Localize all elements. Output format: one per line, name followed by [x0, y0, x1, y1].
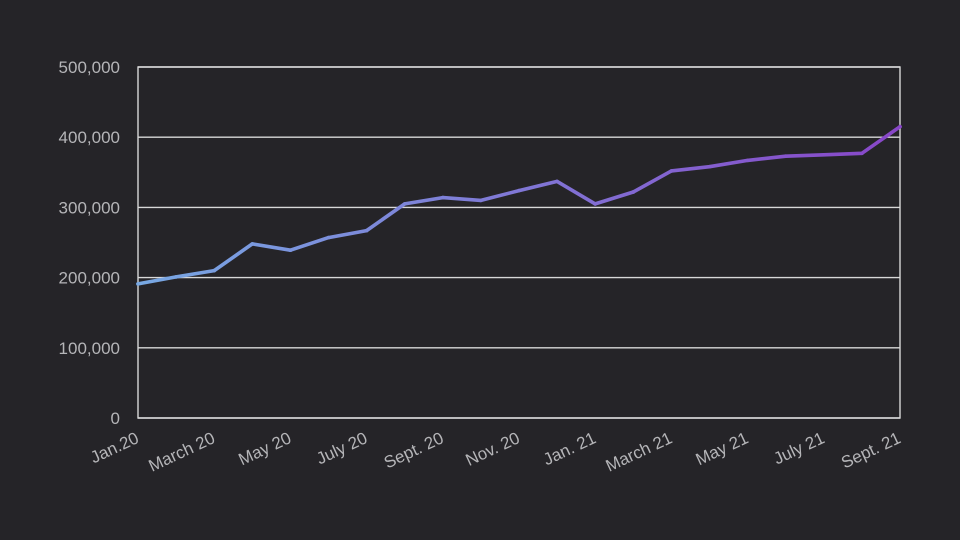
data-point: [250, 242, 255, 246]
data-point: [326, 235, 331, 240]
data-point: [631, 190, 636, 194]
y-tick-label: 200,000: [59, 269, 120, 288]
data-point: [555, 179, 559, 184]
x-tick-label: July 21: [771, 428, 828, 468]
data-point: [707, 164, 712, 169]
data-point: [517, 188, 521, 193]
y-tick-label: 300,000: [59, 198, 120, 217]
x-tick-label: July 20: [313, 428, 370, 468]
y-tick-label: 400,000: [59, 128, 120, 147]
data-point: [783, 154, 788, 158]
x-tick-label: Sept. 20: [381, 428, 446, 472]
data-point: [364, 228, 369, 233]
x-tick-label: May 20: [236, 428, 295, 469]
x-tick-label: Nov. 20: [463, 428, 523, 469]
x-tick-label: May 21: [693, 428, 752, 469]
data-point: [136, 282, 140, 286]
data-point: [479, 198, 483, 203]
data-point: [593, 202, 597, 206]
data-point: [860, 151, 864, 156]
data-points: [136, 124, 902, 286]
x-tick-label: March 20: [146, 428, 218, 475]
plot-frame: [137, 66, 901, 419]
x-axis-tick-labels: Jan.20 March 20 May 20 July 20 Sept. 20 Nov. …: [87, 428, 903, 475]
data-point: [898, 124, 902, 129]
y-tick-label: 100,000: [59, 339, 120, 358]
data-point: [174, 275, 178, 279]
y-axis-tick-labels: 0 100,000 200,000 300,000 400,000 500,000: [59, 58, 120, 428]
data-point: [745, 158, 750, 163]
x-tick-label: Jan.20: [87, 428, 141, 467]
data-point: [441, 195, 445, 200]
x-tick-label: March 21: [603, 428, 675, 475]
y-tick-label: 0: [111, 409, 120, 428]
y-tick-label: 500,000: [59, 58, 120, 77]
x-tick-label: Sept. 21: [838, 428, 903, 472]
data-point: [669, 169, 674, 173]
data-point: [402, 202, 407, 206]
x-tick-label: Jan. 21: [540, 428, 599, 469]
data-point: [288, 248, 293, 253]
data-point: [212, 268, 216, 273]
series-line: [136, 124, 902, 286]
data-point: [822, 152, 826, 157]
